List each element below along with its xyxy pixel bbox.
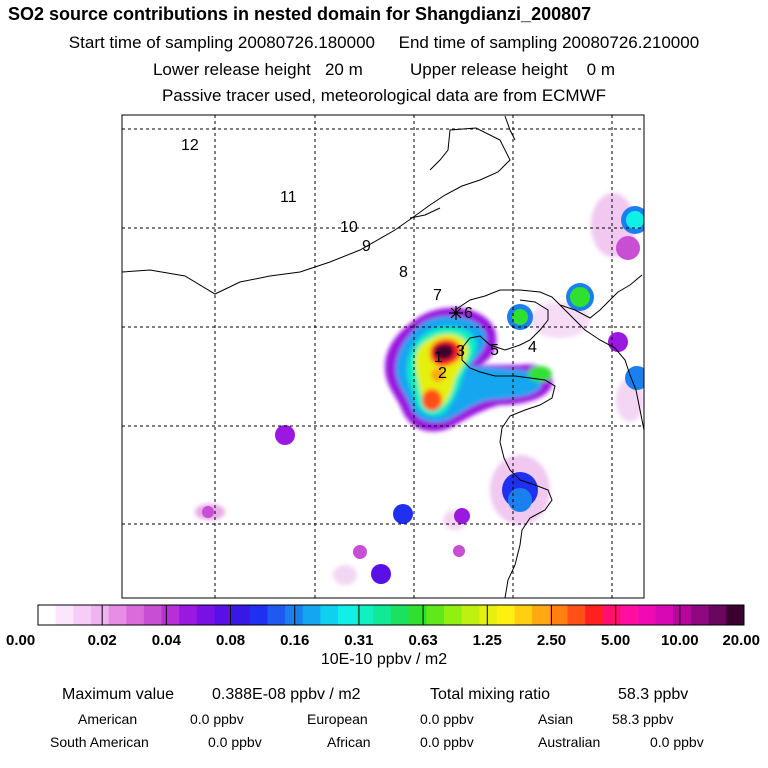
colorbar-tick-label: 0.02	[88, 632, 117, 649]
colorbar-cell	[391, 605, 410, 625]
colorbar-cell	[38, 605, 57, 625]
plume-hotspots	[202, 206, 644, 584]
colorbar-tick-label: 0.04	[152, 632, 182, 649]
colorbar-cell	[691, 605, 710, 625]
colorbar-cell	[285, 605, 304, 625]
station-labels: 12 11 109 8 7 6 1 3 5 4 2	[181, 137, 537, 382]
colorbar-tick-label: 0.00	[6, 632, 35, 649]
colorbar-cell	[408, 605, 427, 625]
station-label-1: 1	[434, 349, 443, 366]
colorbar-tick-label: 2.50	[537, 632, 566, 649]
colorbar-unit-label: 10E-10 ppbv / m2	[320, 651, 448, 668]
colorbar-cell	[179, 605, 198, 625]
station-label-9: 9	[362, 238, 371, 255]
plot-title: SO2 source contributions in nested domai…	[8, 4, 592, 24]
region-label-african: African	[327, 734, 371, 750]
region-label-asian: Asian	[538, 711, 574, 727]
colorbar-cell	[126, 605, 145, 625]
colorbar-cell	[55, 605, 74, 625]
coastline	[122, 115, 644, 598]
station-label-10: 10	[340, 219, 358, 236]
colorbar-cell	[620, 605, 639, 625]
colorbar-cell	[338, 605, 357, 625]
region-value-european: 0.0 ppbv	[420, 711, 474, 727]
colorbar-cell	[232, 605, 251, 625]
colorbar-cell	[143, 605, 162, 625]
colorbar-cell	[90, 605, 109, 625]
colorbar-cell	[355, 605, 374, 625]
colorbar-cell	[373, 605, 392, 625]
colorbar-cell	[655, 605, 674, 625]
plume-main	[384, 307, 553, 432]
sampling-time-line: Start time of sampling 20080726.180000 E…	[68, 33, 700, 52]
colorbar-tick-label: 0.63	[408, 632, 437, 649]
colorbar-tick-label: 10.00	[661, 632, 699, 649]
colorbar-cell	[638, 605, 657, 625]
colorbar-cell	[585, 605, 604, 625]
station-label-4: 4	[528, 339, 537, 356]
colorbar-cell	[73, 605, 92, 625]
station-label-11: 11	[280, 189, 297, 206]
region-value-australian: 0.0 ppbv	[650, 734, 704, 750]
colorbar-cell	[426, 605, 445, 625]
station-label-12: 12	[181, 137, 199, 154]
colorbar-cell	[461, 605, 480, 625]
total-mixing-value: 58.3 ppbv	[618, 686, 689, 703]
colorbar-cell	[108, 605, 127, 625]
total-mixing-label: Total mixing ratio	[430, 686, 551, 703]
colorbar-cell	[726, 605, 745, 625]
map-grid	[122, 115, 644, 598]
colorbar-tick-label: 0.08	[216, 632, 245, 649]
colorbar-cell	[708, 605, 727, 625]
colorbar-cell	[249, 605, 268, 625]
station-label-5: 5	[490, 342, 499, 359]
colorbar-tick-label: 0.16	[280, 632, 309, 649]
colorbar-tick-labels: 0.00 0.02 0.04 0.08 0.16 0.31 0.63 1.25 2.50 5.00…	[6, 632, 760, 649]
region-label-american: American	[78, 711, 138, 727]
colorbar-tick-label: 0.31	[344, 632, 373, 649]
colorbar-cell	[214, 605, 233, 625]
colorbar-cells	[38, 605, 745, 625]
colorbar-cell	[673, 605, 692, 625]
station-label-7: 7	[433, 287, 442, 304]
region-label-south-american: South American	[50, 734, 149, 750]
station-marker	[449, 306, 463, 320]
tracer-info-line: Passive tracer used, meteorological data…	[161, 86, 607, 105]
release-height-line: Lower release height 20 m Upper release …	[152, 60, 616, 79]
colorbar-cell	[302, 605, 321, 625]
colorbar-cell	[443, 605, 462, 625]
colorbar-tick-label: 20.00	[722, 632, 760, 649]
colorbar-cell	[161, 605, 180, 625]
colorbar-cell	[549, 605, 568, 625]
station-label-6: 6	[464, 305, 473, 322]
colorbar-cell	[532, 605, 551, 625]
colorbar-tick-label: 1.25	[473, 632, 502, 649]
colorbar-cell	[267, 605, 286, 625]
station-label-3: 3	[456, 343, 465, 360]
region-value-african: 0.0 ppbv	[420, 734, 474, 750]
colorbar-cell	[196, 605, 215, 625]
colorbar-cell	[496, 605, 515, 625]
colorbar-cell	[320, 605, 339, 625]
colorbar-cell	[567, 605, 586, 625]
colorbar-cell	[479, 605, 498, 625]
colorbar-tick-marks	[37, 605, 745, 625]
region-value-asian: 58.3 ppbv	[612, 711, 674, 727]
max-value: 0.388E-08 ppbv / m2	[212, 686, 361, 703]
max-value-label: Maximum value	[62, 686, 175, 703]
map-frame	[121, 114, 645, 599]
region-value-south-american: 0.0 ppbv	[208, 734, 262, 750]
colorbar-cell	[602, 605, 621, 625]
station-label-8: 8	[399, 264, 408, 281]
station-label-2: 2	[438, 365, 447, 382]
colorbar-cell	[514, 605, 533, 625]
colorbar-tick-label: 5.00	[601, 632, 630, 649]
region-label-australian: Australian	[538, 734, 601, 750]
region-value-american: 0.0 ppbv	[190, 711, 244, 727]
region-label-european: European	[307, 711, 368, 727]
